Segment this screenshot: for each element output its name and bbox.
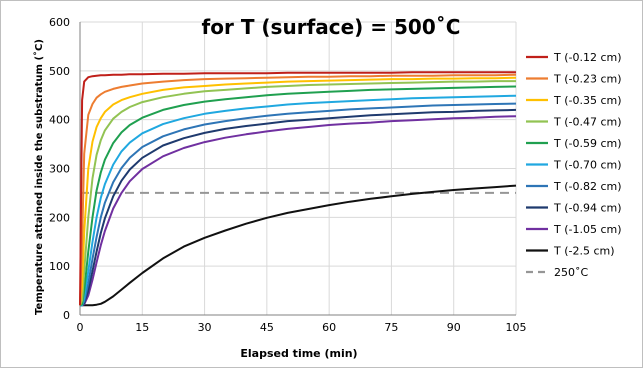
y-tick-label: 100	[49, 260, 70, 273]
x-tick-label: 45	[260, 321, 274, 334]
y-tick-label: 0	[63, 309, 70, 322]
y-tick-label: 500	[49, 65, 70, 78]
legend-label: T (-0.94 cm)	[553, 202, 622, 215]
legend-label: T (-0.35 cm)	[553, 94, 622, 107]
series-line	[80, 184, 517, 307]
series-line	[79, 80, 516, 306]
series-line	[80, 108, 517, 307]
legend-label: T (-0.47 cm)	[553, 116, 622, 129]
series-line	[80, 102, 517, 307]
x-tick-label: 75	[384, 321, 398, 334]
legend: T (-0.12 cm) T (-0.23 cm) T (-0.35 cm) T (-…	[526, 51, 622, 279]
series-line	[79, 76, 517, 306]
y-tick-label: 400	[49, 114, 70, 127]
legend-label: T (-0.23 cm)	[553, 73, 622, 86]
series-line	[79, 71, 516, 306]
x-tick-label: 15	[135, 321, 149, 334]
legend-label: T (-0.12 cm)	[553, 51, 622, 64]
legend-label: T (-0.70 cm)	[553, 159, 622, 172]
series-line	[79, 73, 517, 306]
x-tick-label: 90	[447, 321, 461, 334]
y-axis-label: Temperature attained inside the substrat…	[33, 39, 45, 315]
legend-label: T (-0.59 cm)	[553, 137, 622, 150]
x-tick-label: 105	[506, 321, 527, 334]
y-tick-label: 300	[49, 163, 70, 176]
legend-label: T (-1.05 cm)	[553, 223, 622, 236]
y-tick-label: 600	[49, 16, 70, 29]
x-tick-label: 0	[77, 321, 84, 334]
chart-title: for T (surface) = 500˚C	[202, 15, 461, 39]
x-tick-label: 60	[322, 321, 336, 334]
legend-label: 250˚C	[554, 266, 588, 279]
y-tick-label: 200	[49, 211, 70, 224]
series-line	[79, 85, 517, 307]
x-axis-label: Elapsed time (min)	[240, 347, 357, 360]
series-line	[80, 94, 517, 307]
legend-label: T (-0.82 cm)	[553, 180, 622, 193]
series-line	[80, 115, 517, 307]
series-layer	[79, 71, 517, 307]
x-tick-label: 30	[198, 321, 212, 334]
axes: 0 15 30 45 60 75 90 105 0 100 200 300 400 500 600	[49, 16, 527, 334]
legend-label: T (-2.5 cm)	[553, 245, 615, 258]
